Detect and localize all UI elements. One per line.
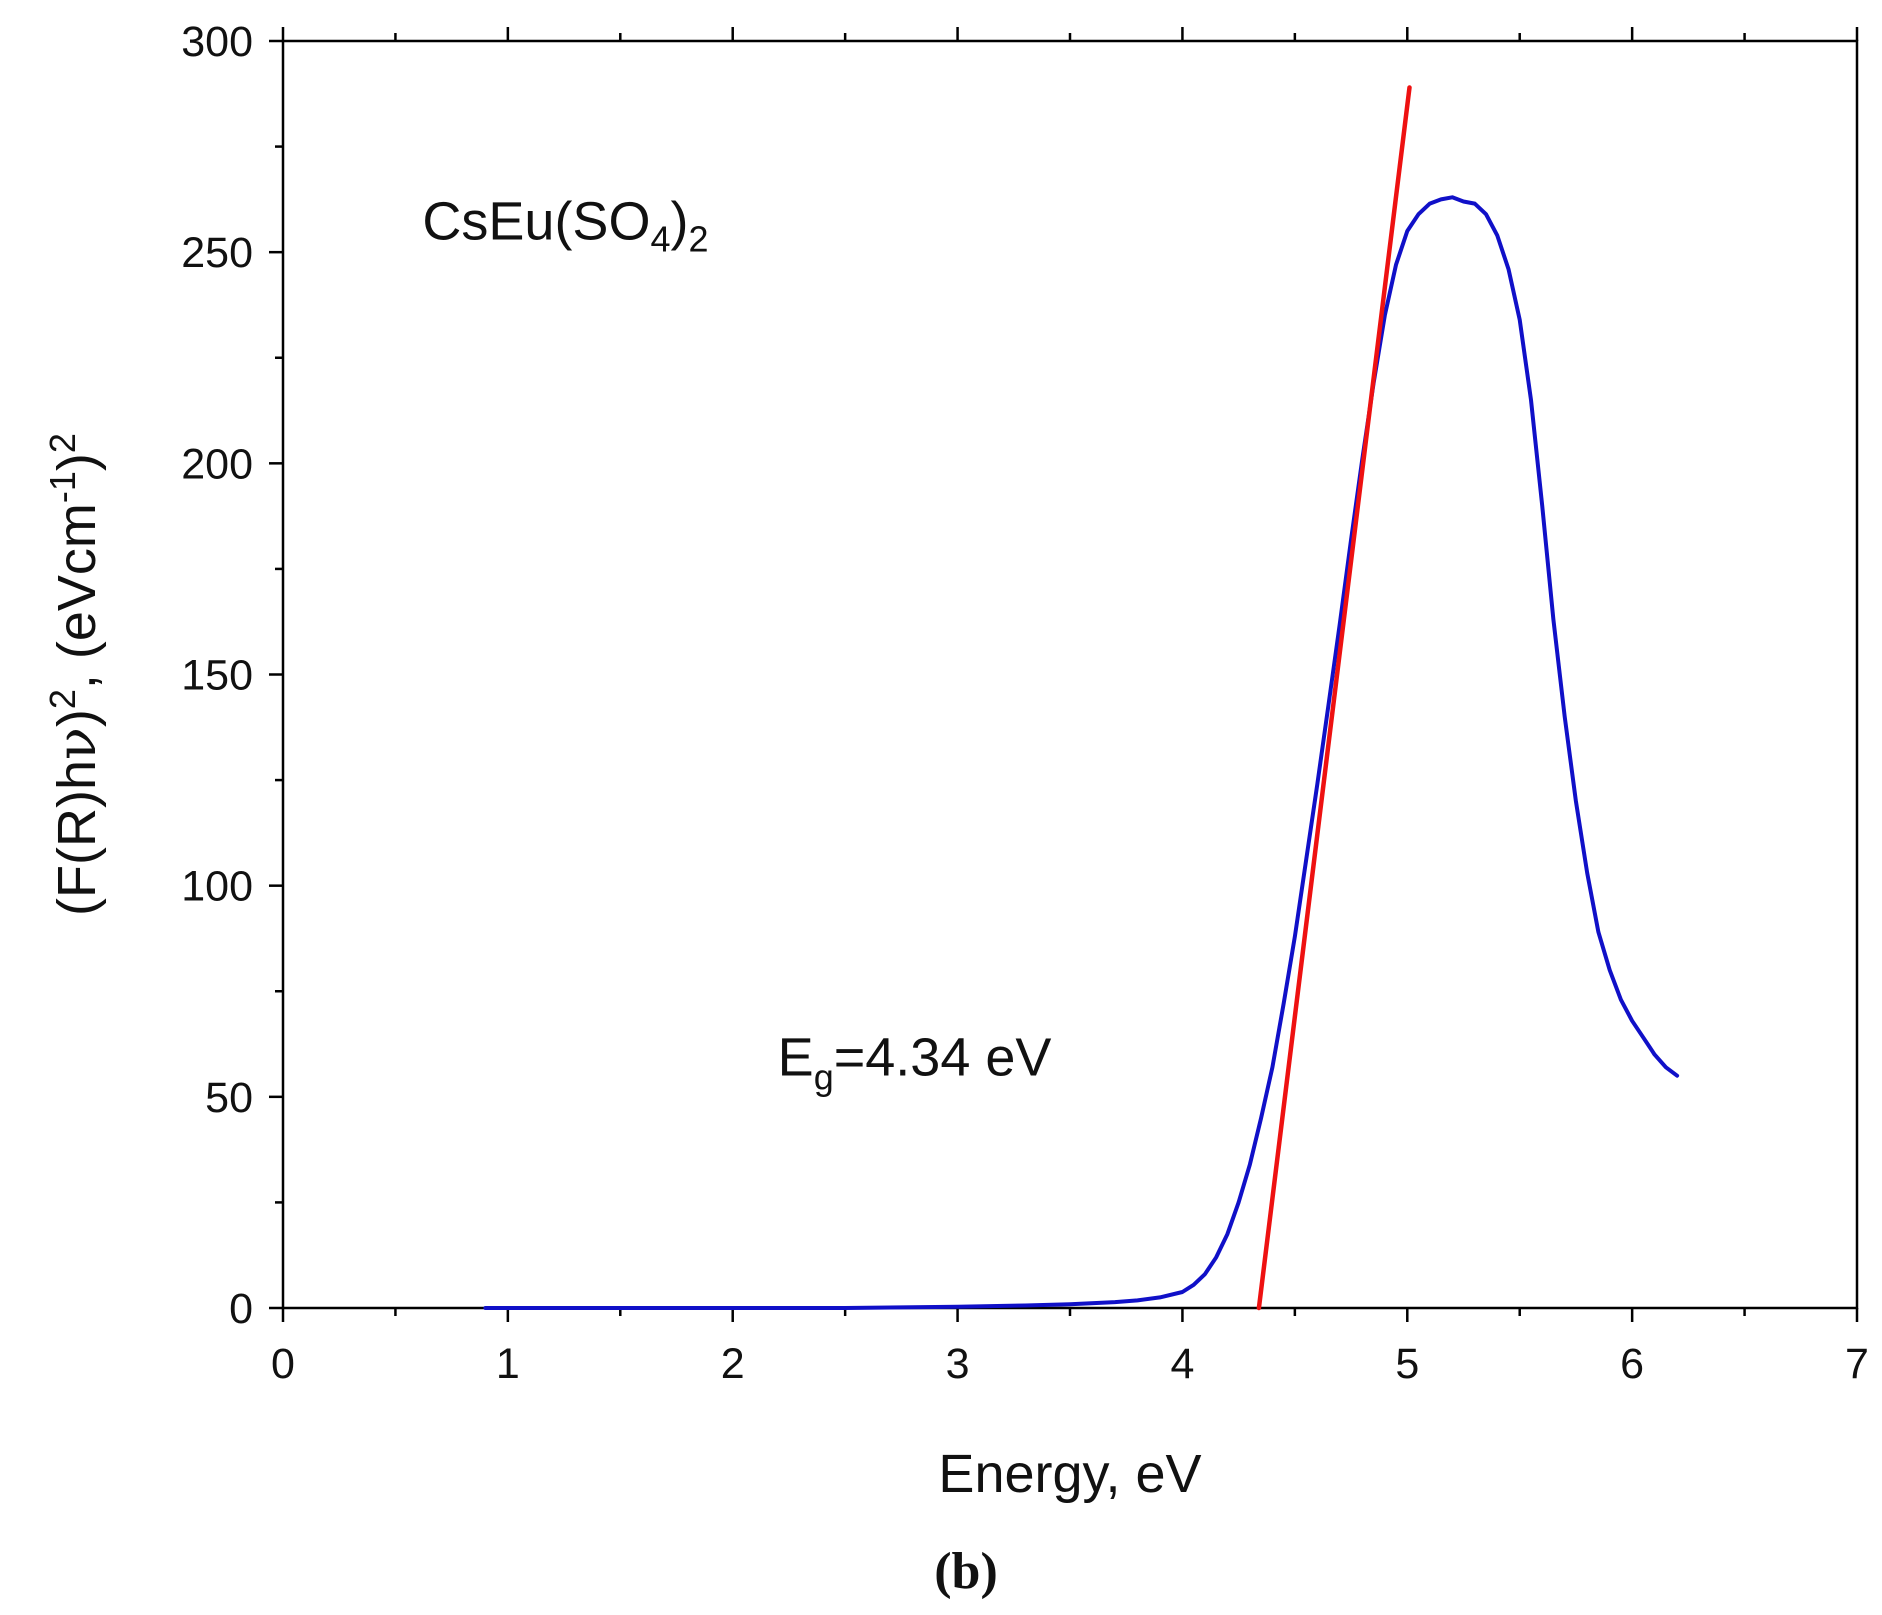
panel-label: (b) [934, 1543, 998, 1600]
y-tick-label: 250 [181, 229, 253, 277]
y-tick-label: 300 [181, 18, 253, 66]
linear-fit-line [1256, 85, 1412, 1311]
x-tick-label: 1 [496, 1340, 520, 1388]
ylabel-sup1: 2 [42, 689, 83, 709]
x-tick-label: 3 [946, 1340, 970, 1388]
ylabel-sup3: 2 [42, 433, 83, 453]
x-tick-label: 7 [1845, 1340, 1869, 1388]
x-tick-label: 0 [271, 1340, 295, 1388]
compound-base1: CsEu(SO [422, 191, 650, 251]
ylabel-prefix: (F(R)h [47, 760, 107, 916]
y-tick-label: 200 [181, 440, 253, 488]
ylabel-sup2: -1 [42, 471, 83, 503]
compound-annotation: CsEu(SO4)2 [422, 191, 708, 259]
y-tick-label: 150 [181, 652, 253, 700]
y-tick-label: 100 [181, 863, 253, 911]
x-tick-label: 2 [721, 1340, 745, 1388]
tick-labels: 0 1 2 3 4 5 6 7 0 50 100 150 200 250 300 [181, 18, 1869, 1388]
y-tick-label: 0 [229, 1285, 253, 1333]
x-axis-title: Energy, eV [938, 1444, 1201, 1504]
ylabel-close: ) [47, 709, 107, 727]
x-tick-label: 6 [1620, 1340, 1644, 1388]
axis-ticks [269, 27, 1859, 1322]
plot-frame [281, 39, 1859, 1310]
ylabel-nu: ν [45, 727, 108, 760]
bandgap-rest: =4.34 eV [834, 1028, 1052, 1088]
compound-sub2: 2 [688, 218, 708, 259]
compound-sub1: 4 [650, 218, 670, 259]
x-tick-label: 4 [1170, 1340, 1194, 1388]
y-axis-title: (F(R)hν)2, (eVcm-1)2 [42, 433, 108, 916]
ylabel-middle: , (eVcm [47, 503, 107, 689]
bandgap-annotation: Eg=4.34 eV [778, 1028, 1052, 1098]
compound-base2: ) [671, 191, 689, 251]
bandgap-sub: g [814, 1057, 834, 1098]
x-tick-label: 5 [1395, 1340, 1419, 1388]
y-tick-label: 50 [205, 1074, 253, 1122]
series-layer [483, 85, 1680, 1311]
bandgap-base: E [778, 1028, 814, 1088]
ylabel-close2: ) [47, 453, 107, 471]
